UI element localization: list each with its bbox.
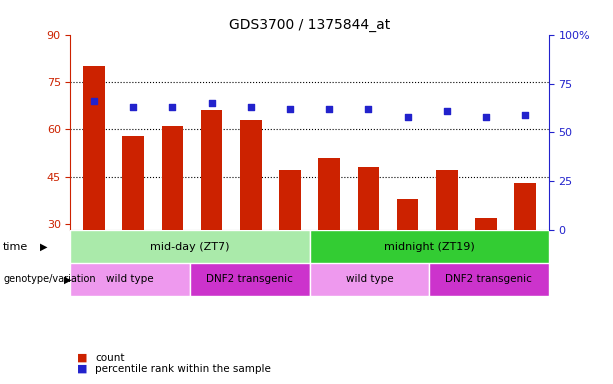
Title: GDS3700 / 1375844_at: GDS3700 / 1375844_at <box>229 18 390 32</box>
Text: count: count <box>95 353 124 362</box>
Bar <box>429 263 549 296</box>
Text: wild type: wild type <box>107 274 154 285</box>
Point <box>128 104 138 110</box>
Bar <box>190 263 310 296</box>
Text: ■: ■ <box>77 353 87 362</box>
Text: midnight (ZT19): midnight (ZT19) <box>384 242 474 252</box>
Point <box>89 98 99 104</box>
Point <box>207 100 216 106</box>
Bar <box>123 136 144 230</box>
Point <box>246 104 256 110</box>
Text: wild type: wild type <box>346 274 393 285</box>
Bar <box>357 167 379 230</box>
Bar <box>162 126 183 230</box>
Point <box>520 112 530 118</box>
Text: percentile rank within the sample: percentile rank within the sample <box>95 364 271 374</box>
Text: mid-day (ZT7): mid-day (ZT7) <box>150 242 230 252</box>
Text: ■: ■ <box>77 364 87 374</box>
Bar <box>318 158 340 230</box>
Bar <box>201 110 223 230</box>
Text: ▶: ▶ <box>64 274 72 285</box>
Text: time: time <box>3 242 28 252</box>
Point <box>481 114 491 120</box>
Bar <box>70 263 190 296</box>
Point <box>442 108 452 114</box>
Point <box>403 114 413 120</box>
Point <box>364 106 373 112</box>
Text: genotype/variation: genotype/variation <box>3 274 96 285</box>
Point <box>285 106 295 112</box>
Bar <box>83 66 105 230</box>
Bar <box>279 170 301 230</box>
Point <box>167 104 177 110</box>
Bar <box>310 263 429 296</box>
Bar <box>514 183 536 230</box>
Bar <box>397 199 418 230</box>
Text: DNF2 transgenic: DNF2 transgenic <box>446 274 532 285</box>
Bar <box>240 120 262 230</box>
Text: ▶: ▶ <box>40 242 47 252</box>
Bar <box>70 230 310 263</box>
Bar <box>475 218 497 230</box>
Text: DNF2 transgenic: DNF2 transgenic <box>207 274 293 285</box>
Bar <box>310 230 549 263</box>
Point <box>324 106 334 112</box>
Bar <box>436 170 457 230</box>
